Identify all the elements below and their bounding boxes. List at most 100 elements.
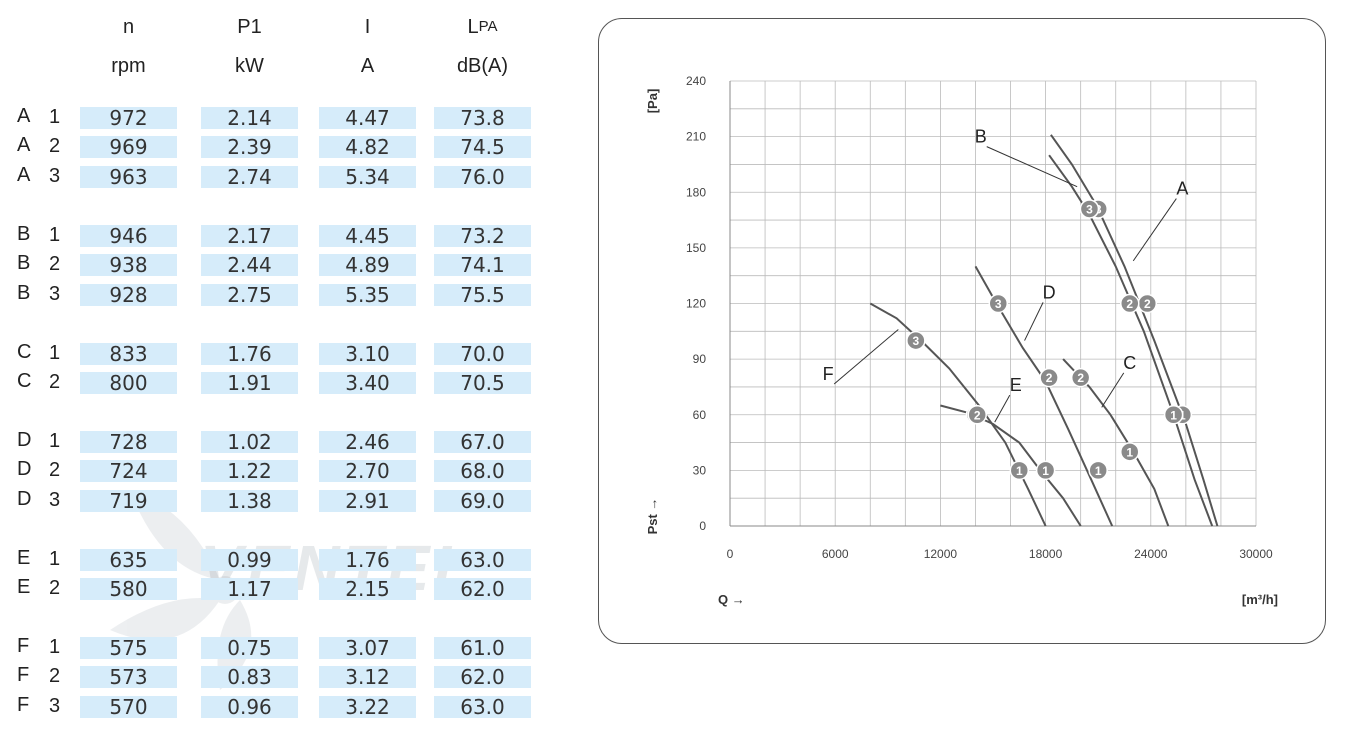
- operating-point-label: 3: [995, 297, 1002, 311]
- operating-point-label: 2: [1046, 371, 1053, 385]
- row-step-label: 2: [49, 253, 61, 275]
- operating-point-marker: [1163, 405, 1184, 425]
- table-cell: 76.0: [434, 166, 531, 188]
- y-tick-label: 60: [693, 408, 707, 422]
- operating-point-marker: [1035, 460, 1056, 481]
- table-cell: 0.99: [201, 549, 298, 571]
- y-axis-label: Pst →: [645, 498, 660, 535]
- table-cell: 573: [80, 666, 177, 688]
- column-symbol: n: [122, 16, 135, 38]
- y-axis-unit: [Pa]: [645, 89, 660, 114]
- operating-point-label: 2: [1144, 297, 1151, 311]
- row-step-label: 2: [49, 459, 61, 481]
- row-curve-label: B: [17, 252, 31, 274]
- curve-label-a: A: [1176, 179, 1188, 199]
- operating-point-marker: [1039, 367, 1059, 388]
- row-curve-label: D: [17, 429, 32, 451]
- table-cell: 62.0: [434, 578, 531, 600]
- row-curve-label: C: [17, 341, 32, 363]
- row-step-label: 2: [49, 665, 61, 687]
- curve-leader-line: [1132, 198, 1177, 262]
- table-cell: 2.46: [319, 431, 416, 453]
- table-cell: 724: [80, 460, 177, 482]
- curve-leader-line: [833, 329, 899, 385]
- curve-label-e: E: [1010, 375, 1022, 395]
- table-cell: 2.39: [201, 136, 298, 158]
- table-cell: 0.83: [201, 666, 298, 688]
- operating-point-marker: [988, 293, 1009, 314]
- operating-point-label: 2: [1126, 297, 1133, 311]
- table-cell: 70.5: [434, 372, 531, 394]
- x-axis-unit: [m³/h]: [1242, 592, 1278, 607]
- table-cell: 1.91: [201, 372, 298, 394]
- curve-label-b: B: [975, 127, 987, 147]
- table-cell: 3.12: [319, 666, 416, 688]
- y-tick-label: 210: [686, 130, 706, 144]
- row-curve-label: A: [17, 134, 31, 156]
- table-cell: 963: [80, 166, 177, 188]
- curve-label-f: F: [823, 364, 834, 384]
- table-cell: 74.1: [434, 254, 531, 276]
- table-cell: 2.70: [319, 460, 416, 482]
- x-tick-label: 24000: [1134, 547, 1168, 561]
- column-header-symbol: n: [79, 16, 179, 39]
- table-cell: 4.89: [319, 254, 416, 276]
- table-cell: 4.47: [319, 107, 416, 129]
- operating-point-label: 1: [1170, 408, 1177, 422]
- operating-point-marker: [1120, 293, 1140, 314]
- table-cell: 3.10: [319, 343, 416, 365]
- table-cell: 2.91: [319, 490, 416, 512]
- row-curve-label: E: [17, 547, 31, 569]
- column-header-symbol: LPA: [433, 16, 533, 39]
- curve-leader-line: [994, 394, 1011, 423]
- table-cell: 2.14: [201, 107, 298, 129]
- table-cell: 4.45: [319, 225, 416, 247]
- operating-point-marker: [1120, 442, 1140, 462]
- table-cell: 575: [80, 637, 177, 659]
- row-step-label: 3: [49, 283, 61, 305]
- operating-point-marker: [967, 405, 987, 425]
- operating-point-marker: [906, 330, 926, 351]
- row-curve-label: A: [17, 164, 31, 186]
- table-cell: 0.75: [201, 637, 298, 659]
- x-tick-label: 0: [727, 547, 734, 561]
- row-step-label: 1: [49, 106, 61, 128]
- x-tick-label: 6000: [822, 547, 849, 561]
- table-cell: 68.0: [434, 460, 531, 482]
- y-tick-label: 30: [693, 463, 707, 477]
- table-cell: 3.22: [319, 696, 416, 718]
- operating-point-marker: [1070, 367, 1091, 388]
- table-cell: 61.0: [434, 637, 531, 659]
- table-cell: 2.17: [201, 225, 298, 247]
- curve-leader-line: [1024, 302, 1044, 341]
- curve-f: [869, 302, 1047, 527]
- row-step-label: 1: [49, 342, 61, 364]
- table-cell: 1.76: [319, 549, 416, 571]
- row-step-label: 1: [49, 548, 61, 570]
- row-curve-label: B: [17, 223, 31, 245]
- x-tick-label: 12000: [924, 547, 958, 561]
- row-step-label: 3: [49, 489, 61, 511]
- table-cell: 719: [80, 490, 177, 512]
- table-cell: 1.38: [201, 490, 298, 512]
- row-curve-label: E: [17, 576, 31, 598]
- table-cell: 70.0: [434, 343, 531, 365]
- operating-point-marker: [1009, 460, 1030, 481]
- column-symbol: L: [467, 16, 479, 38]
- table-cell: 2.15: [319, 578, 416, 600]
- operating-point-label: 1: [1095, 464, 1102, 478]
- table-cell: 580: [80, 578, 177, 600]
- table-cell: 3.40: [319, 372, 416, 394]
- y-tick-label: 120: [686, 297, 706, 311]
- y-tick-label: 90: [693, 352, 707, 366]
- table-cell: 62.0: [434, 666, 531, 688]
- row-curve-label: A: [17, 105, 31, 127]
- table-cell: 800: [80, 372, 177, 394]
- row-step-label: 1: [49, 430, 61, 452]
- table-cell: 0.96: [201, 696, 298, 718]
- table-cell: 5.34: [319, 166, 416, 188]
- table-cell: 63.0: [434, 696, 531, 718]
- row-step-label: 1: [49, 224, 61, 246]
- operating-point-label: 3: [913, 334, 920, 348]
- table-cell: 946: [80, 225, 177, 247]
